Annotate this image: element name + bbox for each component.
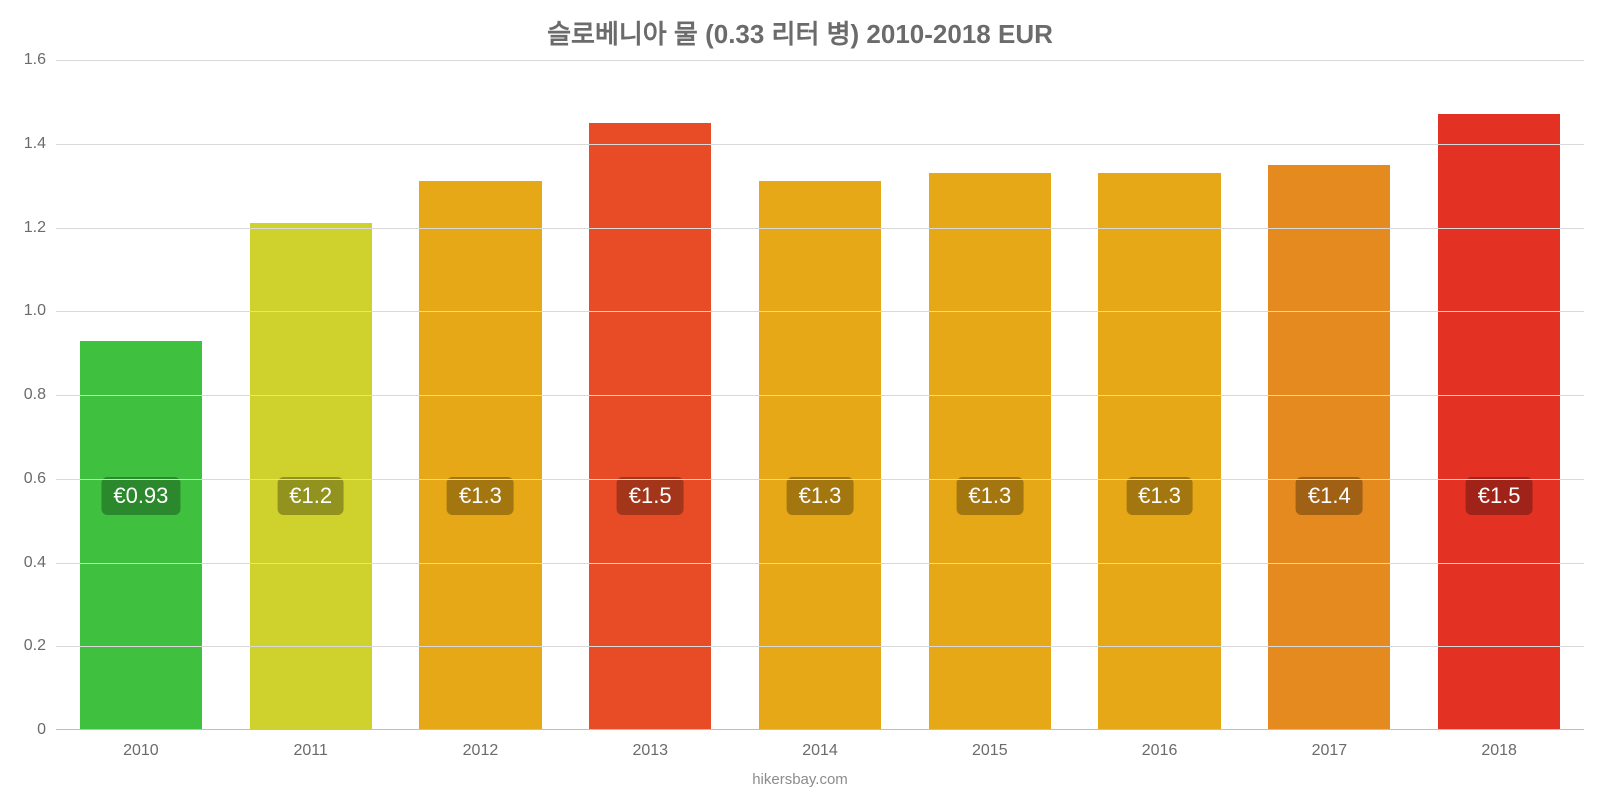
bar-value-label: €1.4 (1296, 477, 1363, 515)
bar-value-label: €1.5 (1466, 477, 1533, 515)
y-tick-label: 0.8 (24, 386, 56, 404)
plot-area: €0.932010€1.22011€1.32012€1.52013€1.3201… (56, 60, 1584, 730)
bar: €1.5 (589, 123, 711, 730)
gridline (56, 60, 1584, 61)
x-tick-label: 2017 (1312, 730, 1348, 760)
bar-value-label: €1.3 (956, 477, 1023, 515)
y-tick-label: 0.4 (24, 554, 56, 572)
x-tick-label: 2018 (1481, 730, 1517, 760)
y-tick-label: 1.2 (24, 219, 56, 237)
bar-value-label: €1.3 (787, 477, 854, 515)
y-tick-label: 0.6 (24, 470, 56, 488)
x-tick-label: 2010 (123, 730, 159, 760)
gridline (56, 395, 1584, 396)
x-tick-label: 2016 (1142, 730, 1178, 760)
source-attribution: hikersbay.com (0, 771, 1600, 788)
gridline (56, 563, 1584, 564)
x-tick-label: 2014 (802, 730, 838, 760)
chart-title: 슬로베니아 물 (0.33 리터 병) 2010-2018 EUR (0, 14, 1600, 51)
bar-value-label: €1.5 (617, 477, 684, 515)
bar-value-label: €1.2 (277, 477, 344, 515)
gridline (56, 646, 1584, 647)
bar-value-label: €1.3 (1126, 477, 1193, 515)
bar-value-label: €0.93 (101, 477, 180, 515)
x-tick-label: 2015 (972, 730, 1008, 760)
bar: €1.3 (759, 181, 881, 730)
y-tick-label: 1.0 (24, 302, 56, 320)
gridline (56, 311, 1584, 312)
x-tick-label: 2011 (293, 730, 327, 760)
bar: €0.93 (80, 341, 202, 730)
bar: €1.2 (250, 223, 372, 730)
y-tick-label: 0.2 (24, 637, 56, 655)
bar: €1.4 (1268, 165, 1390, 730)
bar-value-label: €1.3 (447, 477, 514, 515)
gridline (56, 144, 1584, 145)
y-tick-label: 1.6 (24, 51, 56, 69)
gridline (56, 228, 1584, 229)
price-chart: 슬로베니아 물 (0.33 리터 병) 2010-2018 EUR €0.932… (0, 0, 1600, 800)
x-tick-label: 2013 (632, 730, 668, 760)
axis-baseline (56, 729, 1584, 730)
x-tick-label: 2012 (463, 730, 499, 760)
gridline (56, 479, 1584, 480)
bar: €1.3 (419, 181, 541, 730)
y-tick-label: 1.4 (24, 135, 56, 153)
y-tick-label: 0 (37, 721, 56, 739)
bar: €1.5 (1438, 114, 1560, 730)
